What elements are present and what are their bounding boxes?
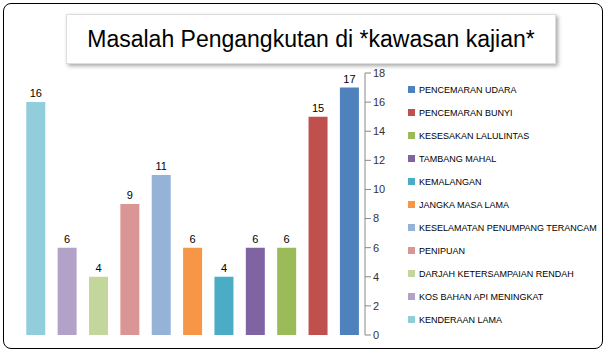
svg-text:17: 17 (343, 73, 355, 85)
svg-text:16: 16 (30, 87, 42, 99)
html-text:KESESAKAN LALULINTAS: KESESAKAN LALULINTAS (419, 130, 530, 141)
html-text:DARJAH KETERSAMPAIAN RENDAH: DARJAH KETERSAMPAIAN RENDAH (419, 268, 574, 279)
html-text:KEMALANGAN: KEMALANGAN (419, 176, 482, 187)
svg-text:11: 11 (156, 160, 167, 172)
svg-text:6: 6 (373, 242, 379, 254)
svg-text:12: 12 (373, 154, 385, 166)
svg-text:6: 6 (252, 233, 258, 245)
svg-text:9: 9 (127, 189, 133, 201)
svg-text:6: 6 (284, 233, 290, 245)
svg-text:6: 6 (190, 233, 196, 245)
html-text:KENDERAAN LAMA: KENDERAAN LAMA (419, 314, 502, 325)
svg-text:4: 4 (95, 262, 101, 274)
svg-text:16: 16 (373, 96, 385, 108)
html-text:KOS BAHAN API MENINGKAT: KOS BAHAN API MENINGKAT (419, 291, 544, 302)
svg-text:15: 15 (312, 102, 324, 114)
html-text:PENIPUAN: PENIPUAN (419, 245, 465, 256)
svg-text:10: 10 (373, 183, 385, 195)
svg-text:0: 0 (373, 329, 379, 341)
html-text:PENCEMARAN UDARA: PENCEMARAN UDARA (419, 84, 517, 95)
svg-text:4: 4 (221, 262, 227, 274)
svg-text:6: 6 (64, 233, 70, 245)
svg-text:2: 2 (373, 300, 379, 312)
svg-text:8: 8 (373, 212, 379, 224)
html-text:KESELAMATAN PENUMPANG TERANCAM: KESELAMATAN PENUMPANG TERANCAM (419, 222, 597, 233)
svg-text:14: 14 (373, 125, 385, 137)
html-text:Masalah Pengangkutan di *kawas: Masalah Pengangkutan di *kawasan kajian* (87, 25, 535, 52)
svg-text:4: 4 (373, 271, 379, 283)
html-text:TAMBANG MAHAL: TAMBANG MAHAL (419, 153, 497, 164)
svg-text:18: 18 (373, 67, 385, 79)
html-text:PENCEMARAN BUNYI: PENCEMARAN BUNYI (419, 107, 513, 118)
html-text:JANGKA MASA LAMA: JANGKA MASA LAMA (419, 199, 509, 210)
